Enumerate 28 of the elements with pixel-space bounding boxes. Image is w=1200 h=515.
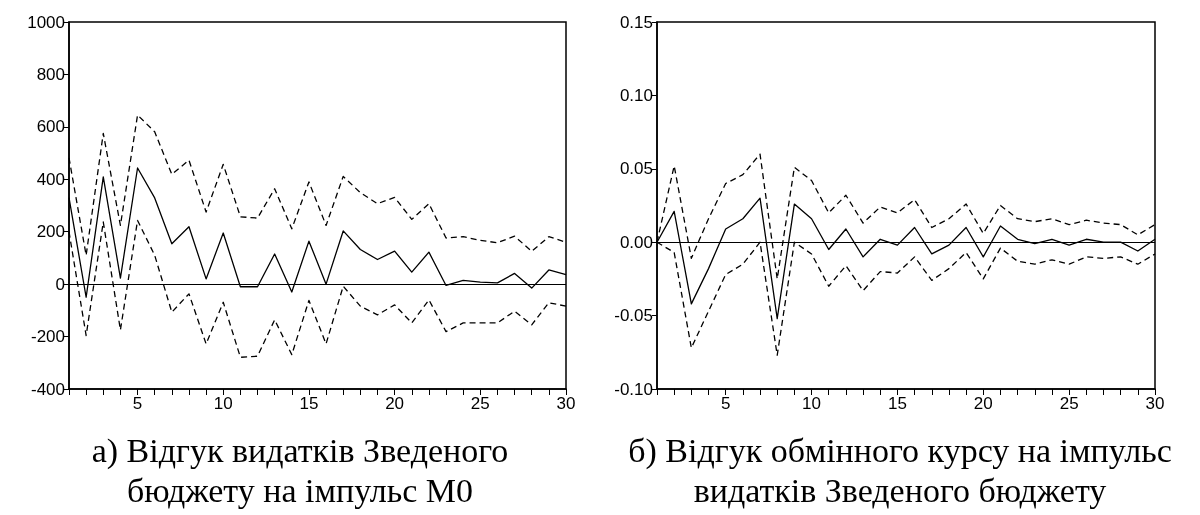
x-tick-label: 25	[470, 394, 490, 413]
y-tick-label: -200	[30, 327, 65, 347]
text: б) Відгук обмінного курсу на імпульс видатків Зведеного бюджету	[627, 431, 1173, 511]
y-tick-label: 200	[36, 222, 65, 242]
y-tick-label: 400	[36, 169, 65, 189]
y-tick-label: 0.10	[619, 85, 653, 105]
y-tick-label: 0.05	[619, 159, 653, 179]
text: а) Відгук видатків Зведеного бюджету на імпульс М0	[90, 431, 510, 511]
y-tick-label: 0.00	[619, 232, 653, 252]
x-tick-label: 20	[973, 394, 993, 413]
x-tick-label: 15	[887, 394, 907, 413]
x-tick-label: 10	[802, 394, 822, 413]
x-tick-label: 25	[1059, 394, 1079, 413]
x-tick-label: 30	[1145, 394, 1165, 413]
y-tick-label: 800	[36, 64, 65, 84]
y-tick-label: -0.05	[614, 306, 653, 326]
y-tick-label: 0	[55, 274, 65, 294]
x-tick-label: 5	[720, 394, 731, 413]
y-tick-label: 0.15	[619, 12, 653, 32]
x-tick-label: 20	[385, 394, 405, 413]
x-tick-label: 30	[556, 394, 576, 413]
x-tick-label: 5	[132, 394, 143, 413]
x-tick-label: 15	[299, 394, 319, 413]
y-tick-label: -400	[30, 379, 65, 399]
y-tick-label: 1000	[27, 12, 65, 32]
y-tick-label: -0.10	[614, 379, 653, 399]
x-tick-label: 10	[213, 394, 233, 413]
y-tick-label: 600	[36, 117, 65, 137]
